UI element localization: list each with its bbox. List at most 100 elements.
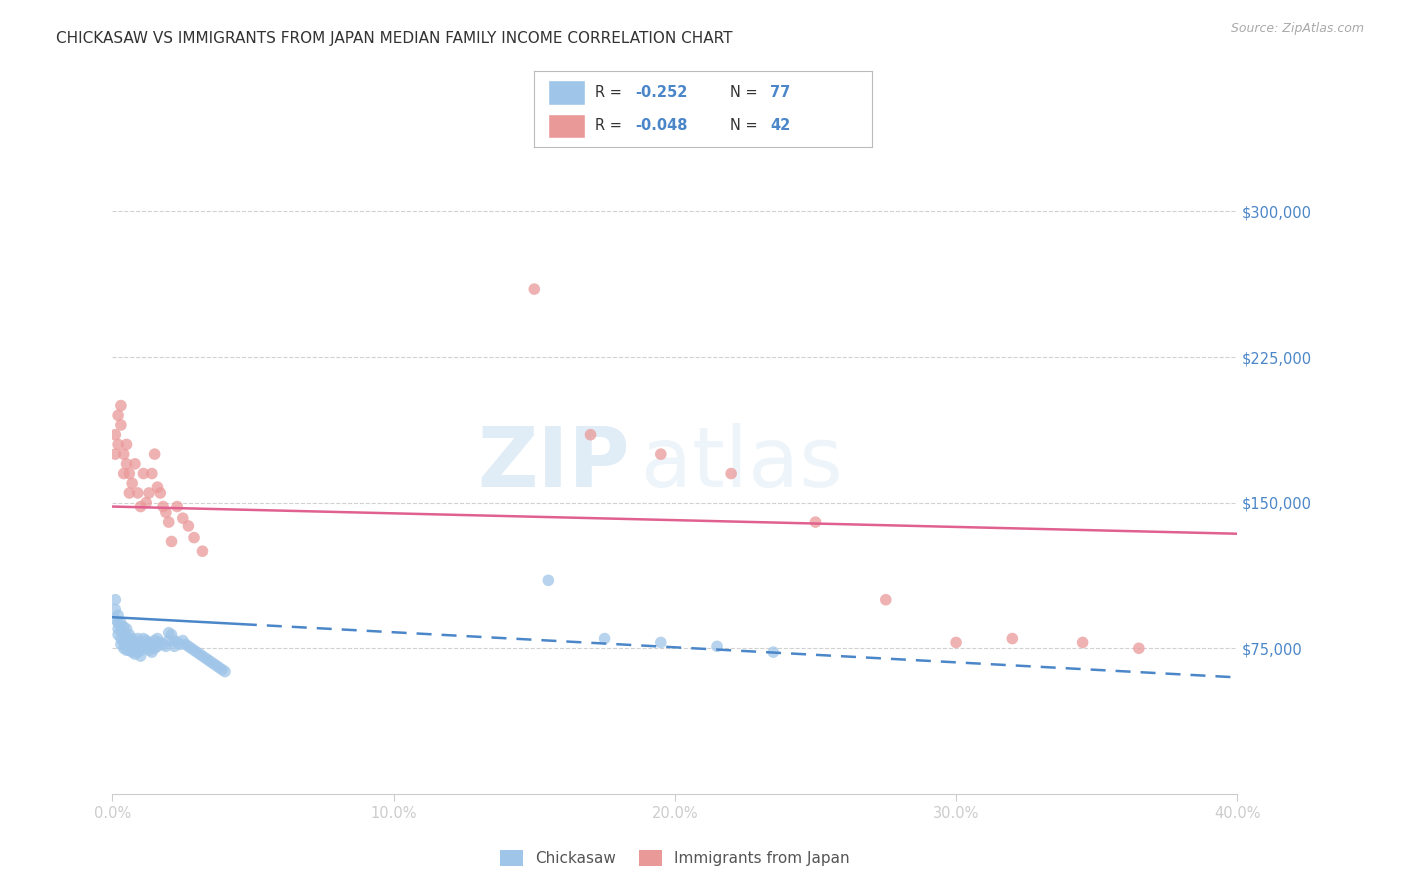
Point bbox=[107, 622, 129, 636]
Point bbox=[180, 641, 202, 656]
Point bbox=[104, 612, 127, 626]
Point bbox=[127, 486, 149, 500]
Point bbox=[112, 635, 135, 649]
Point bbox=[107, 628, 129, 642]
Point bbox=[169, 637, 191, 651]
Point bbox=[115, 437, 138, 451]
Point bbox=[141, 637, 163, 651]
Point bbox=[160, 534, 183, 549]
Point bbox=[107, 608, 129, 623]
Point bbox=[191, 544, 214, 558]
Point bbox=[146, 632, 169, 646]
Point bbox=[110, 399, 132, 413]
Point bbox=[115, 630, 138, 644]
Point bbox=[149, 635, 172, 649]
Point bbox=[118, 635, 141, 649]
Point bbox=[146, 480, 169, 494]
Point bbox=[191, 648, 214, 663]
Point bbox=[143, 641, 166, 656]
Point bbox=[172, 511, 194, 525]
Point bbox=[155, 505, 177, 519]
Point bbox=[104, 427, 127, 442]
Text: ZIP: ZIP bbox=[478, 424, 630, 504]
Text: R =: R = bbox=[595, 85, 627, 100]
Point bbox=[132, 632, 155, 646]
Point bbox=[152, 637, 174, 651]
Point bbox=[537, 574, 560, 588]
Point bbox=[132, 467, 155, 481]
Point bbox=[107, 437, 129, 451]
Point bbox=[188, 647, 211, 661]
Text: N =: N = bbox=[730, 85, 762, 100]
Point bbox=[135, 641, 157, 656]
Point bbox=[214, 665, 236, 679]
Point bbox=[804, 515, 827, 529]
Point bbox=[163, 633, 186, 648]
Point bbox=[875, 592, 897, 607]
Point bbox=[650, 635, 672, 649]
Point bbox=[177, 640, 200, 654]
Point bbox=[197, 653, 219, 667]
Point bbox=[135, 633, 157, 648]
Point bbox=[121, 637, 143, 651]
Point bbox=[177, 519, 200, 533]
Point bbox=[183, 643, 205, 657]
Point bbox=[129, 635, 152, 649]
Point bbox=[141, 645, 163, 659]
Point bbox=[112, 467, 135, 481]
Point bbox=[208, 661, 231, 675]
Point bbox=[155, 640, 177, 654]
Point bbox=[127, 645, 149, 659]
Point bbox=[166, 635, 188, 649]
Point bbox=[129, 648, 152, 663]
Point bbox=[194, 651, 217, 665]
Point bbox=[112, 628, 135, 642]
Point bbox=[163, 640, 186, 654]
Point bbox=[129, 500, 152, 514]
Point bbox=[650, 447, 672, 461]
Text: R =: R = bbox=[595, 119, 627, 134]
Text: CHICKASAW VS IMMIGRANTS FROM JAPAN MEDIAN FAMILY INCOME CORRELATION CHART: CHICKASAW VS IMMIGRANTS FROM JAPAN MEDIA… bbox=[56, 31, 733, 46]
Point bbox=[112, 641, 135, 656]
Point bbox=[135, 496, 157, 510]
Point bbox=[127, 632, 149, 646]
Point bbox=[110, 624, 132, 638]
Point bbox=[183, 531, 205, 545]
Point bbox=[127, 640, 149, 654]
Point bbox=[1001, 632, 1024, 646]
Point bbox=[138, 635, 160, 649]
Point bbox=[110, 417, 132, 432]
Point bbox=[593, 632, 616, 646]
Text: 77: 77 bbox=[770, 85, 790, 100]
Text: Source: ZipAtlas.com: Source: ZipAtlas.com bbox=[1230, 22, 1364, 36]
Point bbox=[579, 427, 602, 442]
Point bbox=[146, 640, 169, 654]
Point bbox=[104, 602, 127, 616]
Point bbox=[160, 628, 183, 642]
Point bbox=[121, 645, 143, 659]
Point bbox=[124, 457, 146, 471]
Point bbox=[205, 658, 228, 673]
Point bbox=[172, 633, 194, 648]
Point bbox=[143, 447, 166, 461]
Point bbox=[107, 409, 129, 423]
Point bbox=[121, 632, 143, 646]
Point bbox=[104, 592, 127, 607]
Point bbox=[107, 615, 129, 630]
Point bbox=[118, 486, 141, 500]
Point bbox=[115, 643, 138, 657]
Point bbox=[115, 637, 138, 651]
Point bbox=[143, 633, 166, 648]
Point bbox=[202, 657, 225, 671]
Point bbox=[124, 635, 146, 649]
Point bbox=[115, 457, 138, 471]
Text: atlas: atlas bbox=[641, 424, 842, 504]
Point bbox=[762, 645, 785, 659]
Point bbox=[112, 620, 135, 634]
Point bbox=[157, 633, 180, 648]
Legend: Chickasaw, Immigrants from Japan: Chickasaw, Immigrants from Japan bbox=[494, 844, 856, 872]
Text: -0.252: -0.252 bbox=[636, 85, 688, 100]
Point bbox=[138, 643, 160, 657]
Point bbox=[118, 467, 141, 481]
Point bbox=[110, 632, 132, 646]
